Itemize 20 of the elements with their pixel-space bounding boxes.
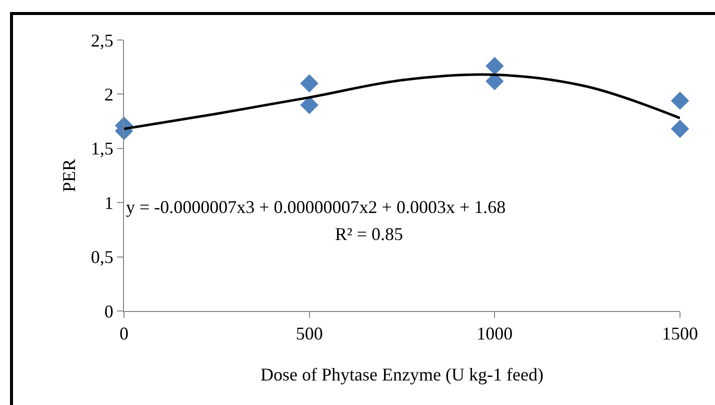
x-tick-label: 1500	[662, 324, 698, 344]
point	[670, 120, 690, 138]
x-axis-title: Dose of Phytase Enzyme (U kg-1 feed)	[260, 364, 544, 385]
y-tick-label: 0,5	[90, 247, 114, 268]
point	[486, 56, 504, 76]
y-tick-label: 0	[104, 301, 114, 322]
y-tick-label: 2,5	[90, 30, 114, 50]
y-tick-label: 1,5	[90, 138, 114, 159]
y-tick-label: 1	[104, 192, 114, 213]
point	[300, 96, 318, 114]
x-tick-label: 500	[296, 324, 323, 344]
point	[300, 74, 318, 92]
x-tick-label: 1000	[476, 324, 513, 344]
annotation: y = -0.0000007x3 + 0.00000007x2 + 0.0003x + 1.68	[126, 197, 506, 217]
point	[486, 72, 504, 90]
point	[670, 92, 690, 110]
y-axis-title: PER	[59, 158, 80, 192]
x-tick-label: 0	[120, 324, 128, 344]
y-tick-label: 2	[104, 84, 114, 104]
annotation: R² = 0.85	[335, 224, 404, 244]
